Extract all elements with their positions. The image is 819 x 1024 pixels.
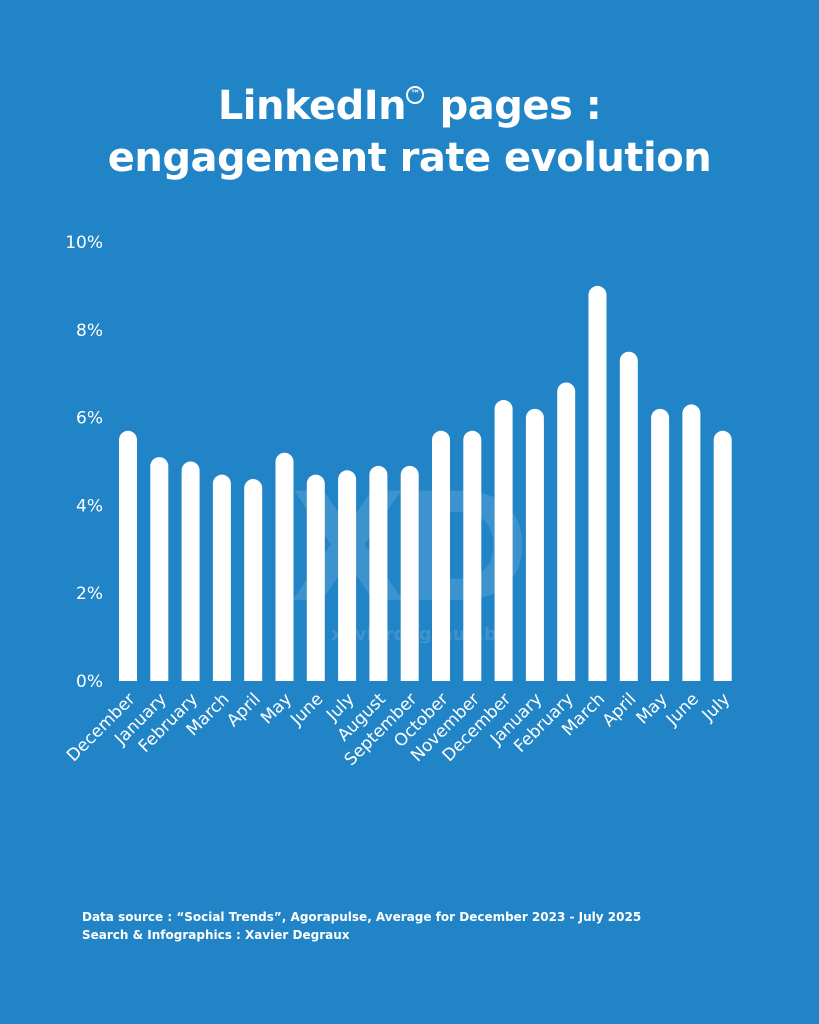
bar [494,400,513,681]
y-tick-label: 2% [76,584,103,604]
trademark-icon: ™ [406,86,425,104]
bar [525,408,544,681]
footer: Data source : “Social Trends”, Agorapuls… [82,908,641,944]
bar [244,479,263,681]
chart-title: LinkedIn ™ pages : engagement rate evolut… [0,80,819,184]
y-tick-label: 6% [76,409,103,429]
data-source: Data source : “Social Trends”, Agorapuls… [82,910,642,924]
bar [338,470,357,681]
x-axis: DecemberJanuaryFebruaryMarchAprilMayJune… [63,689,734,770]
bar [275,452,294,681]
credits: Search & Infographics : Xavier Degraux [82,928,350,942]
bars [119,285,732,681]
bar [181,461,200,681]
bar [651,408,670,681]
watermark-url: xavierdegraux.be [331,624,509,645]
bar [682,404,701,681]
bar [369,465,388,681]
bar [306,474,325,681]
bar [713,430,732,681]
bar [150,457,169,681]
x-tick-label: May [633,689,672,728]
bar [619,351,638,681]
title-line-2: engagement rate evolution [107,135,712,181]
x-tick-label: June [662,689,703,730]
title-line-1: LinkedIn ™ pages : [0,80,819,132]
y-tick-label: 0% [76,672,103,692]
x-tick-label: July [698,689,734,725]
bar [432,430,450,681]
title-rest: pages : [426,83,602,129]
x-tick-label: April [599,689,641,731]
y-tick-label: 8% [76,321,103,341]
x-tick-label: April [223,689,265,731]
bar [119,430,137,681]
bar [463,430,482,681]
x-tick-label: June [286,689,327,730]
y-tick-label: 4% [76,496,103,516]
bar [557,382,576,681]
title-brand: LinkedIn [217,83,407,129]
bar [588,285,607,681]
y-axis: 0% 2% 4% 6% 8% 10% [65,233,103,692]
x-tick-label: May [257,689,296,728]
bar [212,474,231,681]
bar [400,465,419,681]
y-tick-label: 10% [65,233,103,253]
